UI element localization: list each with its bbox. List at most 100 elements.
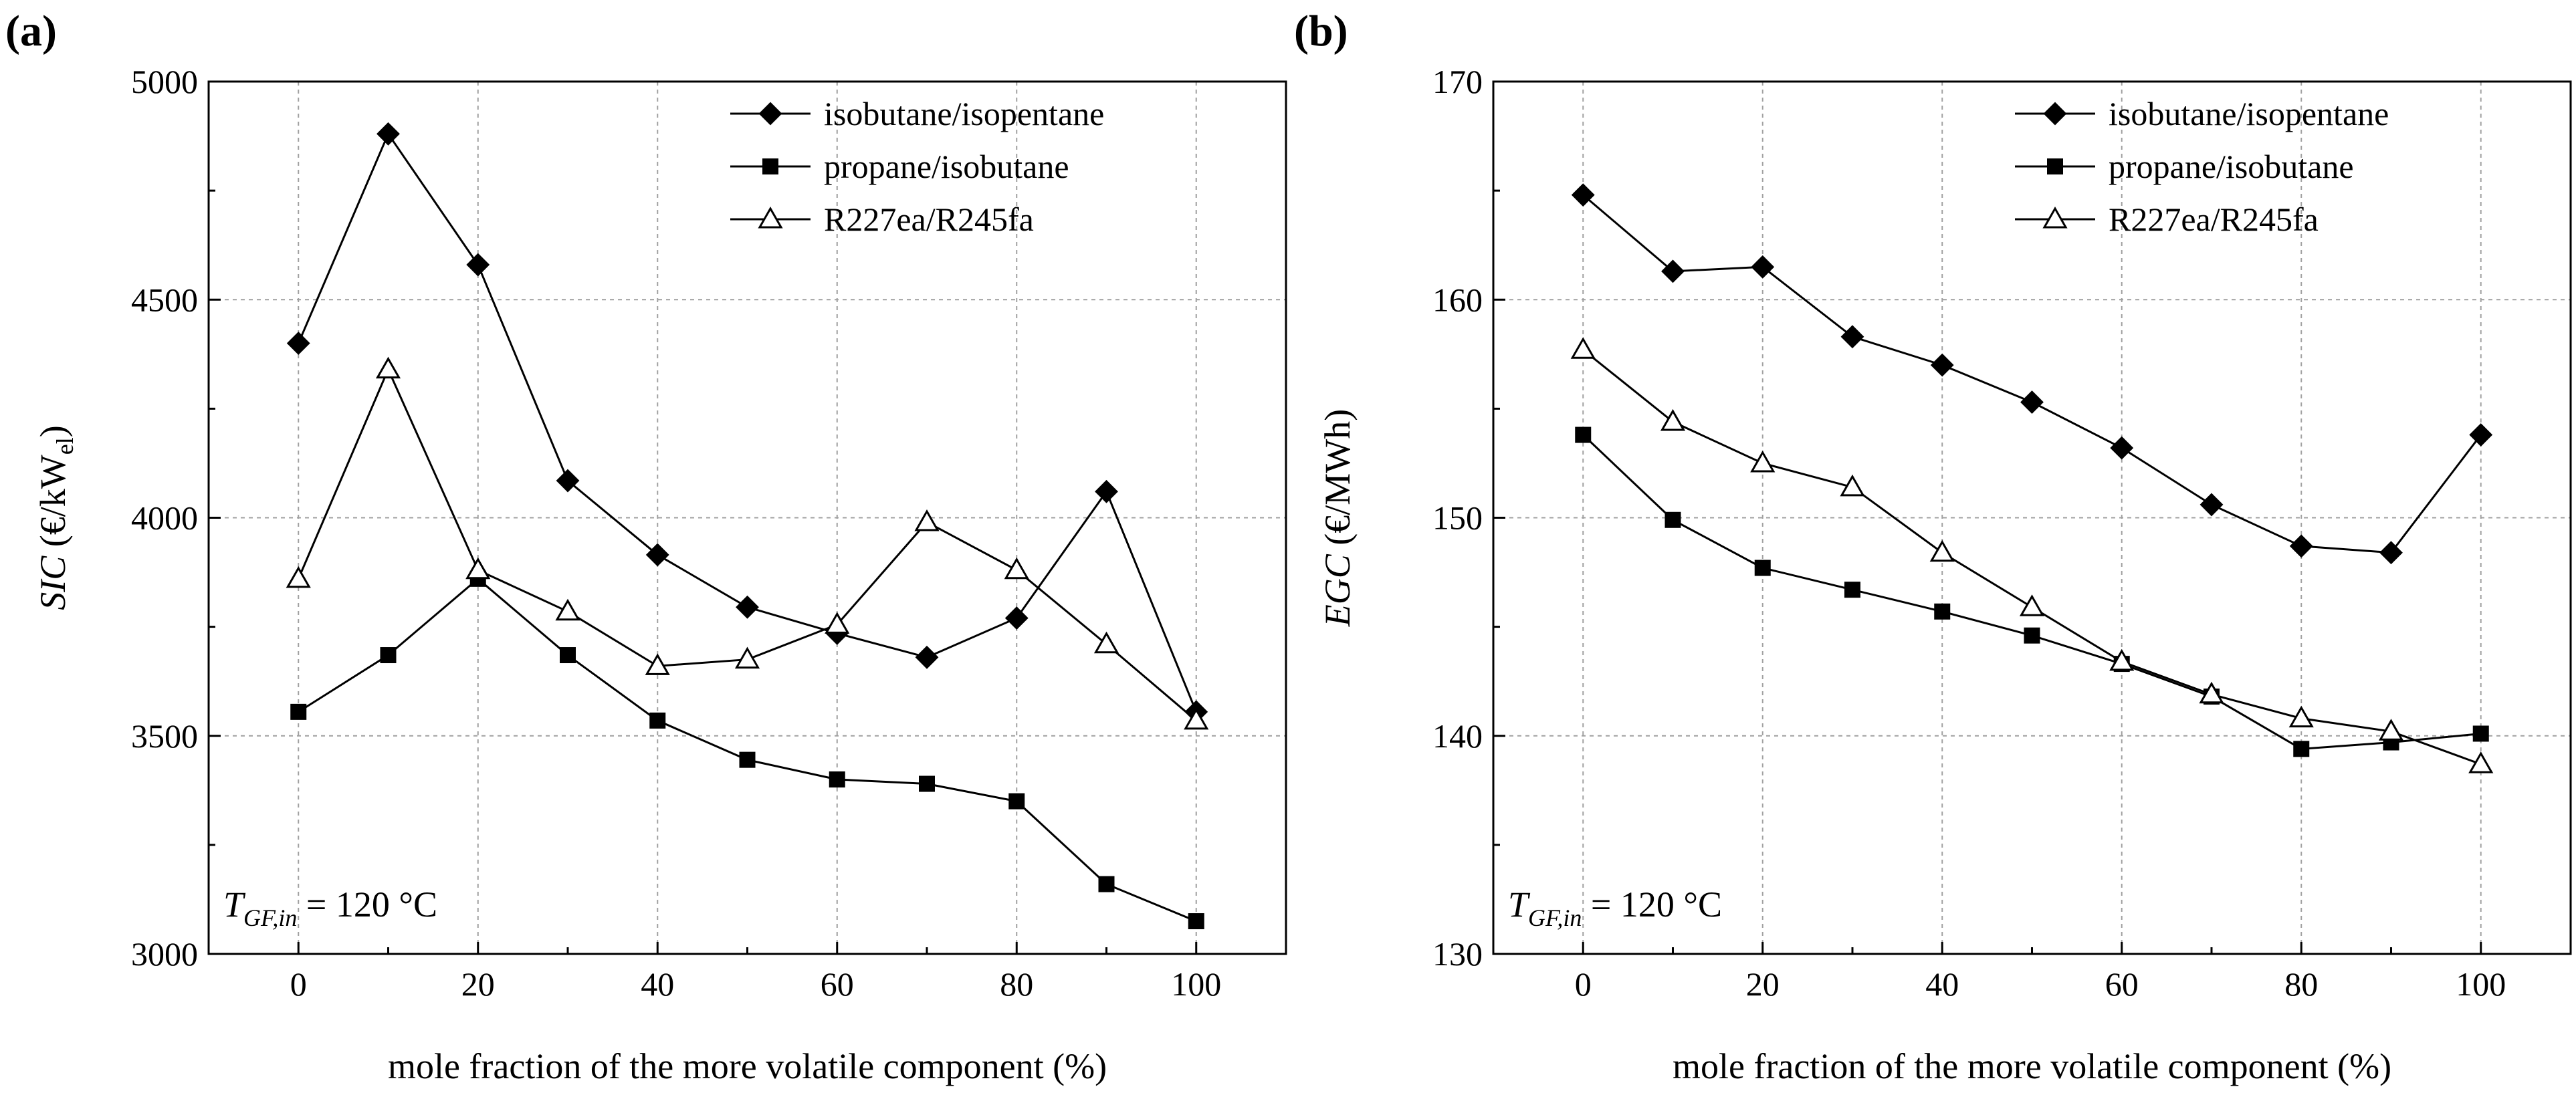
data-point <box>645 653 670 675</box>
series-line <box>1582 434 2481 750</box>
data-point <box>2109 648 2135 671</box>
data-point <box>829 771 845 787</box>
series-line <box>298 577 1197 923</box>
data-point <box>1751 255 1775 279</box>
data-point <box>1929 539 1955 562</box>
data-point <box>2379 541 2403 565</box>
chart-panel-a: (a) 0 20 40 60 80 100 3000 3500 4000 4500 5000 mole … <box>5 7 1287 1086</box>
series-r227ea-r245fa <box>286 356 1209 730</box>
series-propane-isobutane <box>290 570 1204 930</box>
data-point <box>377 122 400 146</box>
data-point <box>1844 582 1860 598</box>
data-point <box>1575 426 1592 443</box>
x-tick-label: 80 <box>1000 965 1033 1003</box>
data-point <box>1660 408 1686 431</box>
legend-label: propane/isobutane <box>2109 148 2354 185</box>
legend-label: R227ea/R245fa <box>2109 201 2319 238</box>
data-point <box>1008 793 1025 810</box>
series-isobutane-isopentane <box>286 122 1208 724</box>
data-point <box>1093 631 1119 654</box>
data-point <box>2042 206 2068 229</box>
data-point <box>736 595 759 619</box>
data-point <box>915 645 939 669</box>
data-point <box>649 712 666 729</box>
data-point <box>1840 325 1864 349</box>
data-point <box>1934 603 1951 620</box>
data-point <box>1098 876 1115 892</box>
data-point <box>2199 493 2224 517</box>
panel-label: (b) <box>1294 7 1348 55</box>
y-tick-label: 3000 <box>131 935 198 973</box>
data-point <box>2289 534 2313 558</box>
data-point <box>758 102 782 126</box>
panel-label: (a) <box>5 7 57 55</box>
y-tick-label: 130 <box>1432 935 1483 973</box>
series-isobutane-isopentane <box>1571 183 2493 565</box>
data-point <box>734 646 760 669</box>
data-point <box>1754 560 1771 576</box>
data-point <box>2043 102 2067 126</box>
x-axis-label: mole fraction of the more volatile compo… <box>388 1046 1107 1086</box>
y-axis-label: EGC (€/MWh) <box>1317 409 1358 627</box>
data-point <box>465 557 491 580</box>
x-tick-label: 100 <box>2456 965 2506 1003</box>
legend-label: R227ea/R245fa <box>824 201 1034 238</box>
data-point <box>762 158 778 174</box>
data-point <box>1004 557 1029 580</box>
x-tick-label: 20 <box>461 965 495 1003</box>
x-tick-label: 0 <box>1575 965 1592 1003</box>
data-point <box>2293 741 2310 757</box>
y-tick-label: 170 <box>1432 63 1483 100</box>
chart-panel-b: (b) 0 20 40 60 80 100 130 140 150 160 170 mole fract… <box>1294 7 2572 1086</box>
data-point <box>2047 158 2063 174</box>
data-point <box>914 509 940 531</box>
x-tick-label: 0 <box>290 965 307 1003</box>
data-point <box>2288 705 2314 728</box>
data-point <box>2199 681 2224 704</box>
data-point <box>1004 606 1029 630</box>
data-point <box>2472 725 2489 742</box>
annotation-text: TGF,in = 120 °C <box>1508 884 1722 931</box>
data-point <box>290 703 307 720</box>
x-tick-label: 100 <box>1171 965 1221 1003</box>
x-tick-label: 60 <box>2105 965 2139 1003</box>
data-point <box>560 647 576 664</box>
y-tick-label: 4000 <box>131 499 198 537</box>
data-point <box>739 751 756 768</box>
x-tick-label: 60 <box>821 965 854 1003</box>
series-r227ea-r245fa <box>1570 337 2494 773</box>
data-point <box>758 206 783 229</box>
y-tick-label: 4500 <box>131 281 198 318</box>
y-tick-label: 3500 <box>131 717 198 755</box>
data-point <box>1665 511 1681 528</box>
data-point <box>1571 183 1595 207</box>
temperature-annotation: TGF,in = 120 °C <box>223 884 437 931</box>
data-point <box>825 612 850 634</box>
data-point <box>466 253 490 277</box>
legend: isobutane/isopentane propane/isobutane R22… <box>730 95 1104 238</box>
legend-label: isobutane/isopentane <box>824 95 1104 132</box>
x-tick-label: 80 <box>2284 965 2318 1003</box>
data-point <box>1188 913 1204 930</box>
legend: isobutane/isopentane propane/isobutane R22… <box>2015 95 2389 238</box>
data-point <box>2469 423 2493 447</box>
series-propane-isobutane <box>1575 426 2489 757</box>
y-tick-label: 140 <box>1432 717 1483 755</box>
data-point <box>2020 390 2044 414</box>
data-point <box>375 356 401 379</box>
x-tick-label: 40 <box>1925 965 1959 1003</box>
data-point <box>555 598 580 621</box>
legend-label: isobutane/isopentane <box>2109 95 2389 132</box>
legend-label: propane/isobutane <box>824 148 1069 185</box>
data-point <box>556 469 580 493</box>
series-line <box>297 132 1198 713</box>
x-tick-label: 40 <box>641 965 674 1003</box>
annotation-text: TGF,in = 120 °C <box>223 884 437 931</box>
data-point <box>1095 479 1118 503</box>
data-point <box>1930 353 1954 377</box>
data-point <box>919 775 935 792</box>
data-point <box>1750 450 1776 473</box>
x-axis-label: mole fraction of the more volatile compo… <box>1673 1046 2391 1086</box>
data-point <box>1184 707 1209 730</box>
